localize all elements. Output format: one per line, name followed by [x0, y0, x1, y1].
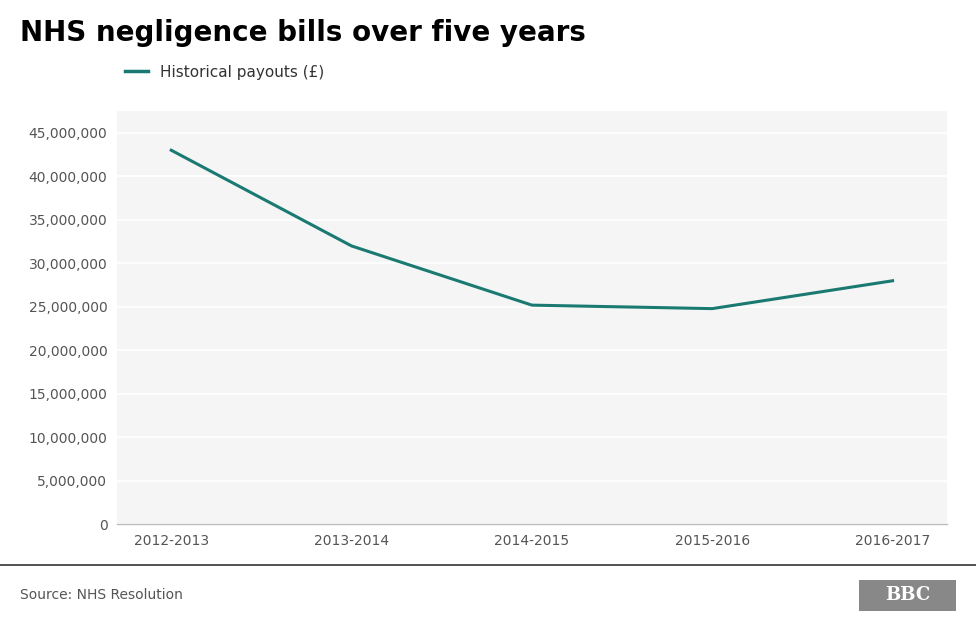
- Text: BBC: BBC: [885, 586, 930, 605]
- Text: NHS negligence bills over five years: NHS negligence bills over five years: [20, 19, 586, 46]
- Legend: Historical payouts (£): Historical payouts (£): [125, 65, 324, 80]
- Text: Source: NHS Resolution: Source: NHS Resolution: [20, 587, 183, 602]
